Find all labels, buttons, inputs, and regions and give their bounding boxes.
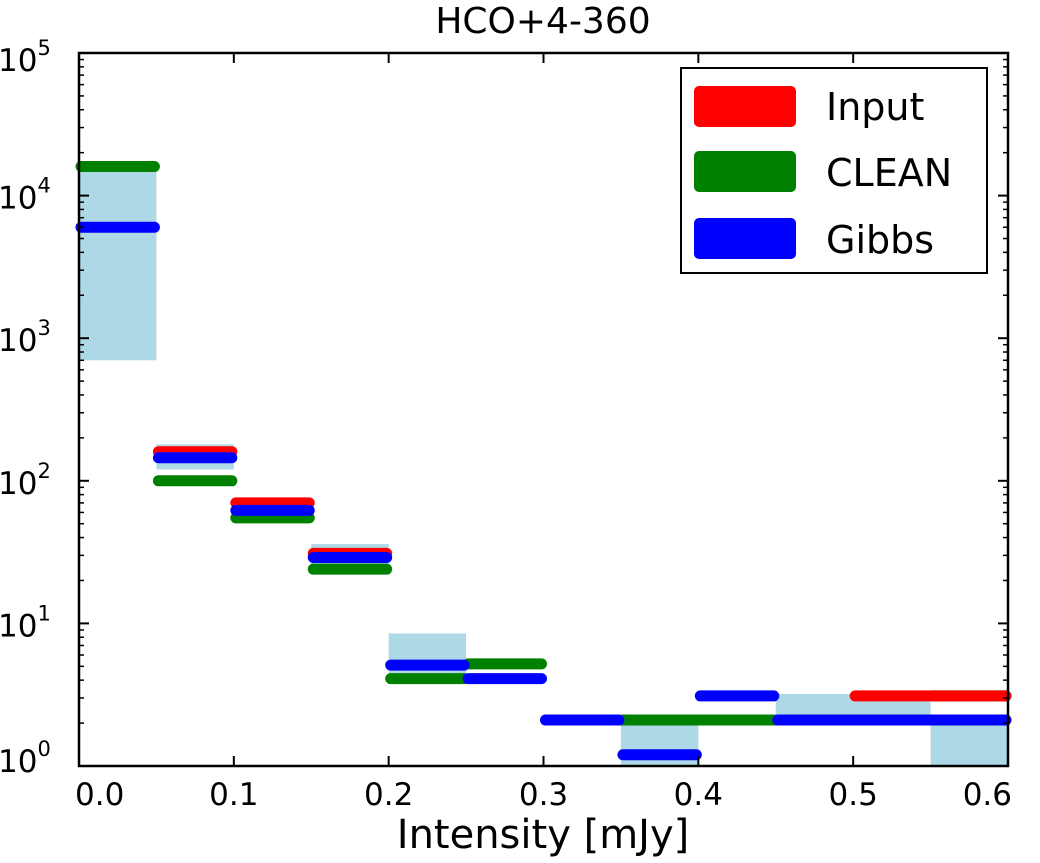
series-layer — [75, 160, 1012, 761]
legend-swatch-clean — [694, 151, 796, 192]
x-tick-label-4: 0.4 — [674, 777, 723, 813]
x-tick-label-0: 0.0 — [75, 777, 124, 813]
x-tick-label-6: 0.6 — [963, 777, 1012, 813]
legend-swatch-input — [694, 86, 796, 127]
y-tick-exponent-0: 0 — [37, 737, 50, 761]
legend-swatch-gibbs — [694, 218, 796, 259]
band-bin-7 — [930, 720, 1008, 766]
y-tick-label-2: 102 — [0, 459, 51, 502]
y-tick-exponent-3: 3 — [37, 316, 50, 340]
legend-label-clean: CLEAN — [826, 151, 952, 195]
legend: Input CLEAN Gibbs — [680, 67, 988, 274]
y-tick-exponent-4: 4 — [37, 174, 50, 198]
x-tick-label-5: 0.5 — [829, 777, 878, 813]
y-tick-label-4: 104 — [0, 174, 51, 217]
x-tick-label-1: 0.1 — [209, 777, 258, 813]
x-tick-label-2: 0.2 — [364, 777, 413, 813]
legend-label-input: Input — [826, 85, 924, 129]
band-bin-4 — [388, 633, 467, 681]
y-tick-label-0: 100 — [0, 737, 51, 780]
x-axis-label: Intensity [mJy] — [397, 812, 689, 858]
x-tick-label-3: 0.3 — [519, 777, 568, 813]
y-tick-exponent-1: 1 — [37, 601, 50, 625]
chart-title: HCO+4-360 — [435, 1, 650, 42]
y-tick-label-3: 103 — [0, 316, 51, 359]
y-tick-exponent-5: 5 — [37, 36, 50, 60]
y-tick-label-5: 105 — [0, 36, 51, 79]
y-tick-label-1: 101 — [0, 601, 51, 644]
band-bin-0 — [79, 170, 157, 361]
legend-label-gibbs: Gibbs — [826, 218, 934, 262]
y-tick-exponent-2: 2 — [37, 459, 50, 483]
